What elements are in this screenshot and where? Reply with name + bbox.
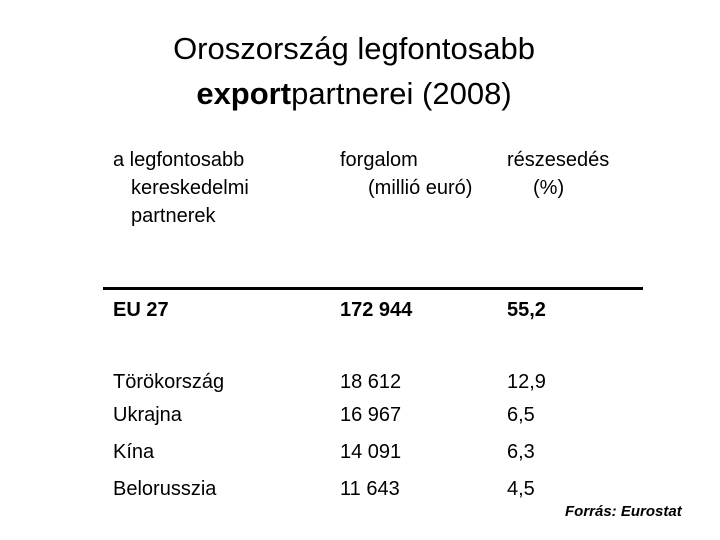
cell: 16 967 (340, 404, 402, 426)
header-text: a legfontosabb (113, 149, 245, 171)
cell: 55,2 (507, 299, 546, 321)
row-label: EU 27 (113, 299, 169, 321)
title-line: exportpartnerei (2008) (0, 78, 714, 109)
header-text: kereskedelmi (131, 177, 249, 199)
row-label: Belorusszia (113, 478, 217, 500)
cell: 11 643 (340, 478, 400, 500)
row-label: Törökország (113, 371, 225, 393)
header-text: (millió euró) (368, 177, 473, 199)
header-text: partnerek (131, 205, 216, 227)
source: Forrás: Eurostat (565, 503, 682, 520)
cell: 6,5 (507, 404, 535, 426)
cell: 14 091 (340, 441, 402, 463)
title-line: Oroszország legfontosabb (173, 31, 535, 66)
cell: 18 612 (340, 371, 402, 393)
header-text: részesedés (507, 149, 610, 171)
title-rest: partnerei (2008) (291, 76, 512, 111)
header-text: forgalom (340, 149, 418, 171)
cell: 172 944 (340, 299, 413, 321)
row-label: Kína (113, 441, 155, 463)
cell: 4,5 (507, 478, 535, 500)
title-bold: export (196, 76, 292, 111)
row-label: Ukrajna (113, 404, 182, 426)
cell: 6,3 (507, 441, 535, 463)
header-rule (103, 287, 643, 290)
cell: 12,9 (507, 371, 546, 393)
header-text: (%) (533, 177, 565, 199)
